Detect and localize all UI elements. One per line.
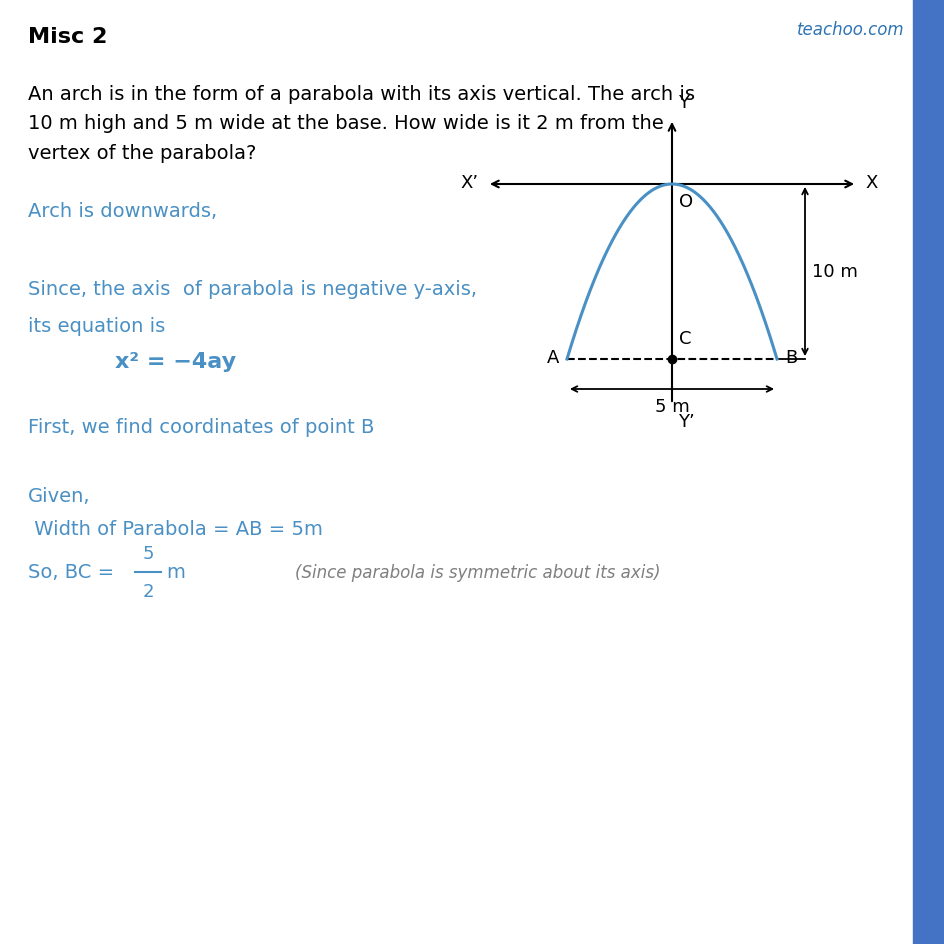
Text: Since, the axis  of parabola is negative y-axis,: Since, the axis of parabola is negative … xyxy=(28,280,477,299)
Text: teachoo.com: teachoo.com xyxy=(797,21,904,39)
Bar xyxy=(912,0,944,944)
Text: 5 m: 5 m xyxy=(654,397,688,415)
Text: B: B xyxy=(784,348,797,366)
Text: O: O xyxy=(679,193,692,211)
Text: First, we find coordinates of point B: First, we find coordinates of point B xyxy=(28,418,374,437)
Text: Y: Y xyxy=(677,93,688,112)
Text: its equation is: its equation is xyxy=(28,317,165,336)
Text: X’: X’ xyxy=(461,174,479,192)
Text: Misc 2: Misc 2 xyxy=(28,27,108,47)
Text: 2: 2 xyxy=(143,582,154,600)
Text: x² = −4ay: x² = −4ay xyxy=(115,351,236,372)
Text: 10 m: 10 m xyxy=(811,263,857,281)
Text: A: A xyxy=(546,348,559,366)
Text: (Since parabola is symmetric about its axis): (Since parabola is symmetric about its a… xyxy=(295,564,660,582)
Text: Given,: Given, xyxy=(28,487,91,506)
Text: So, BC =: So, BC = xyxy=(28,563,120,582)
Text: C: C xyxy=(679,329,691,347)
Text: An arch is in the form of a parabola with its axis vertical. The arch is
10 m hi: An arch is in the form of a parabola wit… xyxy=(28,85,694,162)
Text: Y’: Y’ xyxy=(677,413,694,430)
Text: Arch is downwards,: Arch is downwards, xyxy=(28,202,217,221)
Text: X: X xyxy=(864,174,876,192)
Text: 5: 5 xyxy=(143,545,154,563)
Text: Width of Parabola = AB = 5m: Width of Parabola = AB = 5m xyxy=(28,520,323,539)
Text: m: m xyxy=(166,563,185,582)
